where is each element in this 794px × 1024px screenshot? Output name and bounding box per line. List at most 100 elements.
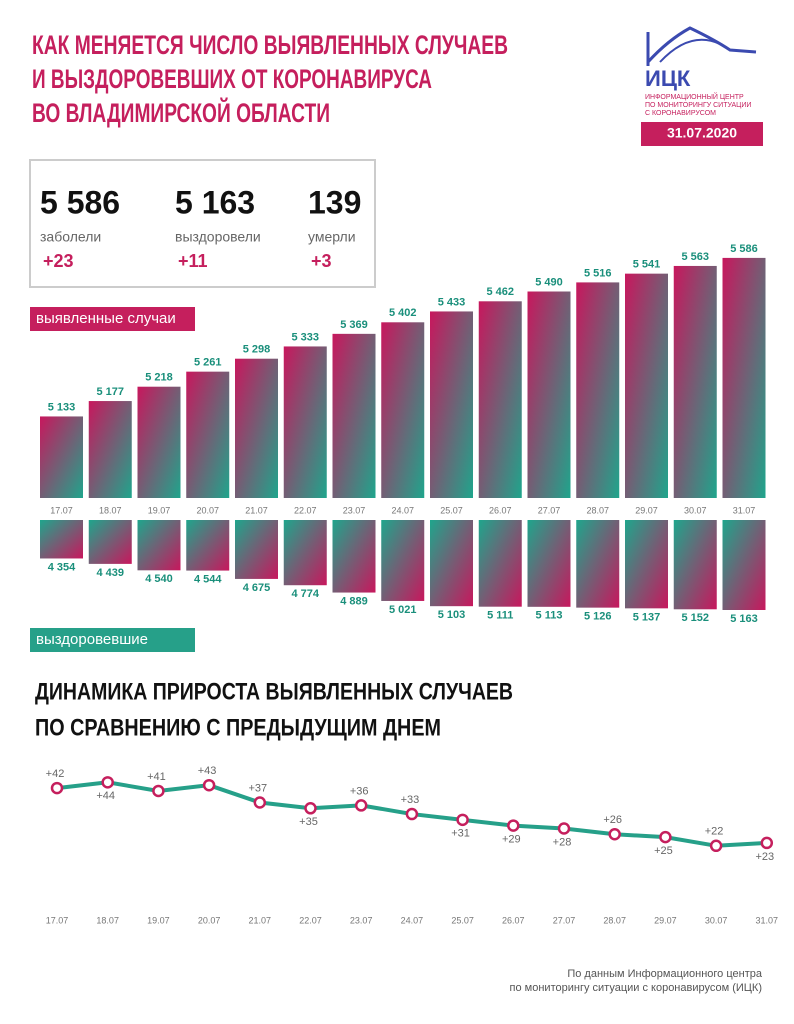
value-label: +33: [401, 794, 420, 806]
value-label: 5 103: [438, 609, 466, 621]
stat-delta: +3: [311, 251, 332, 271]
marker: [354, 799, 368, 812]
value-label: 5 369: [340, 319, 368, 331]
bar: [235, 358, 278, 498]
stat-delta: +11: [178, 251, 208, 271]
stat-value: 5 163: [175, 184, 255, 220]
value-label: 5 541: [633, 259, 661, 271]
x-tick-label: 17.07: [50, 505, 73, 515]
marker: [405, 807, 419, 821]
marker: [709, 839, 723, 853]
footer: по мониторингу ситуации с коронавирусом …: [510, 982, 762, 994]
value-label: 5 137: [633, 611, 661, 623]
x-tick-label: 26.07: [502, 915, 525, 925]
value-label: 5 516: [584, 267, 612, 279]
value-label: +28: [553, 836, 572, 848]
value-label: 4 675: [243, 582, 271, 594]
value-label: +36: [350, 785, 369, 797]
series-tab: [30, 628, 195, 652]
value-label: 5 298: [243, 344, 271, 356]
x-tick-label: 30.07: [684, 505, 707, 515]
marker: [608, 828, 621, 841]
bar: [527, 520, 571, 607]
x-tick-label: 30.07: [705, 915, 728, 925]
bar: [576, 282, 620, 498]
x-tick-label: 25.07: [440, 505, 463, 515]
value-label: 5 163: [730, 613, 758, 625]
bar: [625, 520, 668, 609]
value-label: 4 544: [194, 573, 222, 585]
x-tick-label: 19.07: [147, 915, 170, 925]
bar: [137, 520, 181, 571]
stat-value: 5 586: [40, 184, 120, 220]
stat-label: умерли: [308, 229, 356, 245]
logo-caption: ИНФОРМАЦИОННЫЙ ЦЕНТР: [645, 92, 744, 101]
x-tick-label: 27.07: [553, 915, 576, 925]
value-label: +41: [147, 771, 166, 783]
series-tab: [30, 307, 195, 331]
x-tick-label: 23.07: [350, 915, 373, 925]
bar: [88, 520, 132, 564]
series-label: выявленные случаи: [36, 310, 176, 327]
bar: [478, 520, 522, 607]
value-label: 5 402: [389, 307, 417, 319]
marker: [557, 822, 571, 835]
logo-caption: ПО МОНИТОРИНГУ СИТУАЦИИ: [645, 102, 751, 109]
value-label: +43: [198, 765, 217, 777]
bar: [235, 520, 278, 579]
value-label: 5 152: [681, 612, 709, 624]
marker: [50, 781, 64, 795]
marker: [507, 819, 520, 832]
bar: [137, 386, 181, 498]
x-tick-label: 27.07: [538, 505, 561, 515]
x-tick-label: 22.07: [294, 505, 317, 515]
value-label: 5 133: [48, 401, 76, 413]
bar: [381, 322, 425, 498]
x-tick-label: 24.07: [391, 505, 414, 515]
bar: [527, 291, 571, 498]
value-label: 5 462: [486, 286, 514, 298]
x-tick-label: 19.07: [148, 505, 171, 515]
bar: [722, 257, 766, 498]
bar: [40, 520, 83, 559]
bar: [40, 416, 83, 498]
x-tick-label: 29.07: [635, 505, 658, 515]
x-tick-label: 24.07: [401, 915, 424, 925]
value-label: 5 586: [730, 243, 758, 255]
bar: [673, 265, 717, 498]
bar: [430, 311, 473, 498]
value-label: 5 111: [487, 610, 513, 622]
x-tick-label: 28.07: [603, 915, 626, 925]
series-label: выздоровевшие: [36, 631, 148, 648]
x-tick-label: 26.07: [489, 505, 512, 515]
title-line: И ВЫЗДОРОВЕВШИХ ОТ КОРОНАВИРУСА: [32, 64, 432, 94]
marker: [456, 813, 469, 827]
value-label: +26: [603, 814, 622, 826]
date: 31.07.2020: [667, 125, 737, 141]
value-label: +44: [96, 790, 115, 802]
value-label: +35: [299, 816, 318, 828]
marker: [253, 796, 267, 809]
value-label: 5 333: [291, 331, 319, 343]
logo: ИЦК ИНФОРМАЦИОННЫЙ ЦЕНТР ПО МОНИТОРИНГУ …: [645, 26, 757, 117]
bar: [332, 333, 376, 498]
x-tick-label: 21.07: [249, 915, 272, 925]
value-label: 5 113: [536, 610, 563, 622]
value-label: 4 889: [340, 595, 368, 607]
bar: [186, 371, 230, 498]
title-line: КАК МЕНЯЕТСЯ ЧИСЛО ВЫЯВЛЕННЫХ СЛУЧАЕВ: [32, 30, 508, 60]
x-tick-label: 18.07: [99, 505, 122, 515]
section-title: ПО СРАВНЕНИЮ С ПРЕДЫДУЩИМ ДНЕМ: [35, 714, 441, 741]
value-label: +37: [248, 782, 267, 794]
x-tick-label: 25.07: [451, 915, 474, 925]
footer: По данным Информационного центра: [567, 968, 763, 980]
bar: [478, 301, 522, 498]
value-label: 4 774: [291, 588, 319, 600]
value-label: 5 433: [438, 296, 466, 308]
value-label: 4 354: [48, 561, 76, 573]
bar: [332, 520, 376, 593]
value-label: 5 261: [194, 357, 222, 369]
x-tick-label: 18.07: [96, 915, 119, 925]
section-title: ДИНАМИКА ПРИРОСТА ВЫЯВЛЕННЫХ СЛУЧАЕВ: [35, 678, 513, 705]
